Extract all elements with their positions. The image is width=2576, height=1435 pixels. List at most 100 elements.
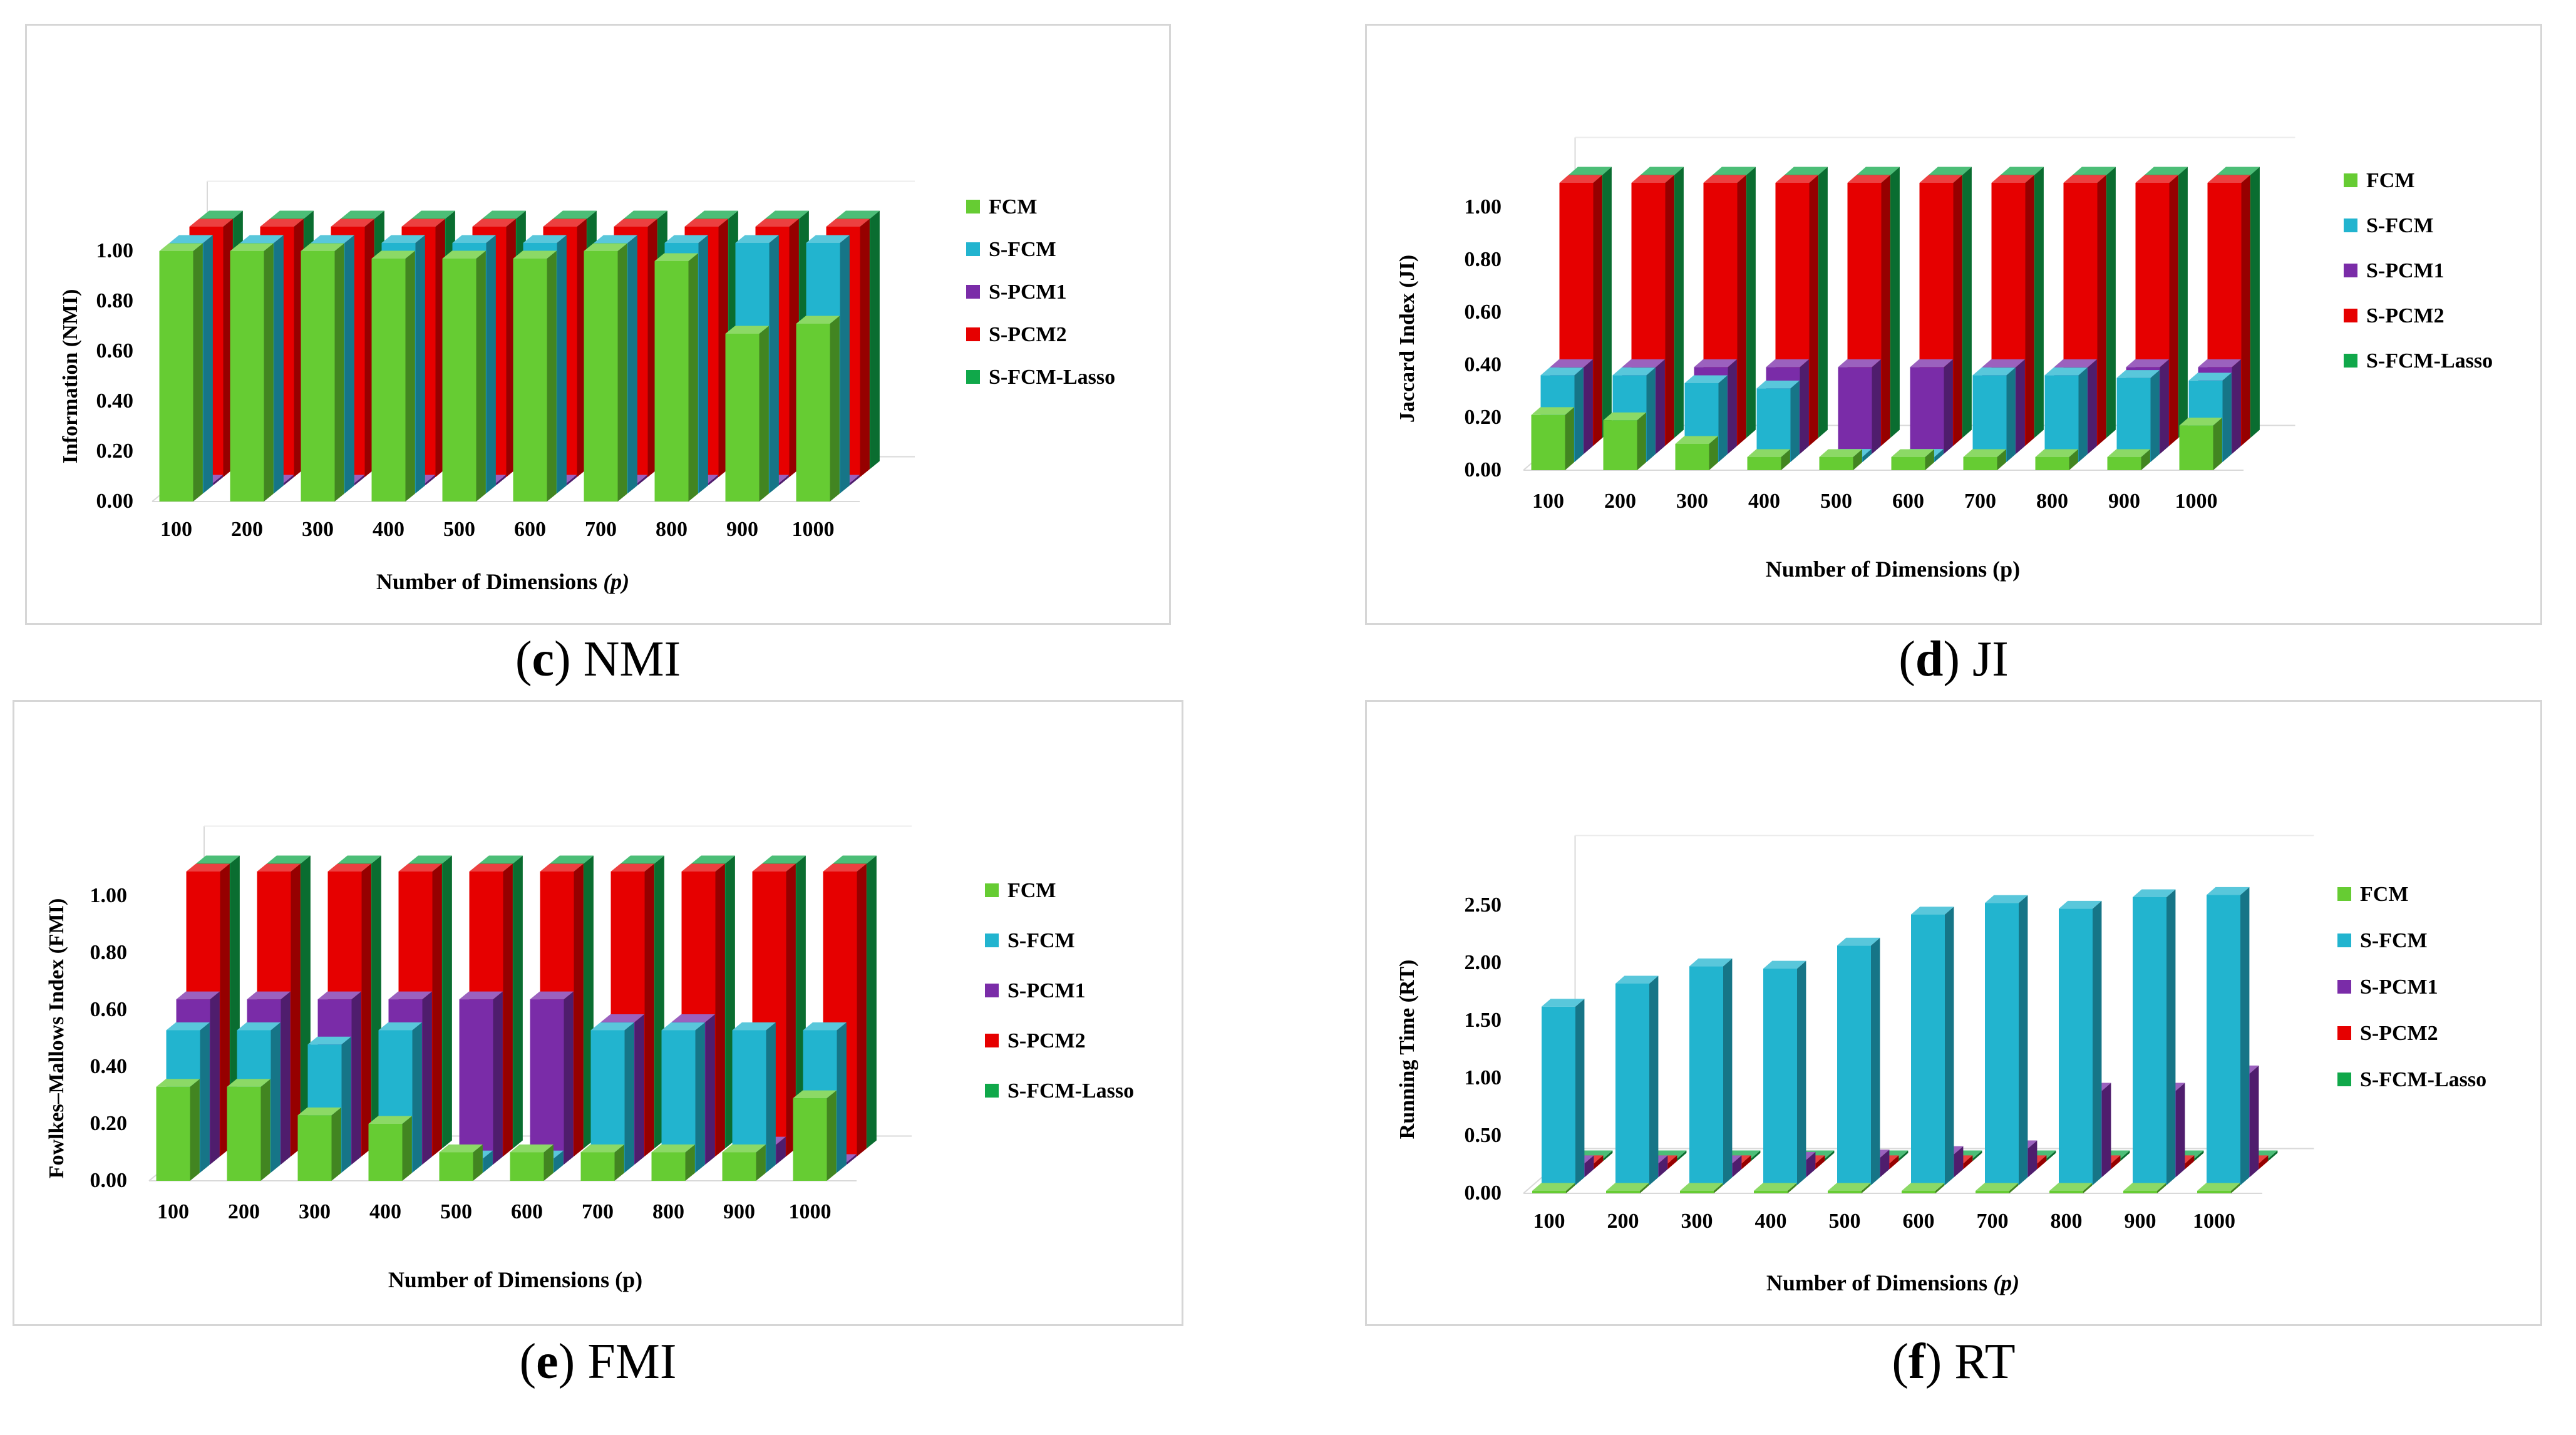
x-axis-title: Number of Dimensions (p) [388, 1267, 642, 1292]
bar-fcm-100 [159, 243, 203, 501]
x-tick-label: 600 [1903, 1210, 1935, 1233]
bar-fcm-100 [1531, 407, 1574, 470]
legend-swatch [2337, 980, 2351, 994]
legend-label-s-pcm2: S-PCM2 [989, 323, 1067, 346]
legend-label-s-fcm: S-FCM [1007, 929, 1075, 952]
bar-fcm-200 [1603, 412, 1646, 470]
legend-swatch [2344, 219, 2357, 232]
x-tick-label: 800 [656, 518, 688, 541]
bar-s-fcm-900 [2116, 370, 2160, 462]
x-tick-label: 900 [2108, 490, 2140, 513]
bar-fcm-700 [1976, 1183, 2019, 1193]
bar-fcm-700 [584, 243, 627, 501]
x-tick-label: 800 [2036, 490, 2068, 513]
bar-fcm-600 [1891, 449, 1934, 470]
y-tick-label: 0.00 [1465, 458, 1502, 481]
y-tick-label: 2.50 [1465, 893, 1502, 917]
y-tick-label: 0.50 [1465, 1124, 1502, 1147]
bar-s-fcm-700 [1972, 367, 2016, 462]
y-tick-label: 0.80 [1465, 248, 1502, 271]
bar-s-pcm1-500 [459, 991, 503, 1165]
bar-s-pcm1-600 [1910, 359, 1953, 454]
x-tick-label: 500 [1820, 490, 1852, 513]
y-tick-label: 0.60 [1465, 301, 1502, 324]
y-axis-title: Jaccard Index (JI) [1396, 255, 1419, 423]
bar-s-fcm-1000 [2207, 887, 2250, 1185]
bar-fcm-400 [371, 250, 415, 501]
x-tick-label: 200 [231, 518, 263, 541]
bar-s-pcm1-500 [1838, 359, 1881, 454]
bar-s-fcm-500 [1837, 937, 1880, 1185]
bar-s-fcm-900 [2133, 889, 2176, 1185]
legend-swatch [985, 1084, 999, 1098]
x-tick-label: 900 [723, 1200, 755, 1223]
x-tick-label: 600 [514, 518, 546, 541]
legend-label-fcm: FCM [2366, 169, 2414, 192]
bar-s-fcm-800 [2059, 900, 2102, 1185]
legend-swatch [985, 1034, 999, 1047]
chart-panel-fmi: 0.00 0.20 0.40 0.60 0.80 1.00 Fowlkes–Mallows … [13, 700, 1183, 1326]
bar-fcm-700 [580, 1144, 624, 1181]
y-tick-label: 0.40 [90, 1055, 128, 1078]
bar-fcm-200 [227, 1079, 270, 1181]
y-tick-label: 0.00 [90, 1169, 128, 1192]
legend-label-s-pcm1: S-PCM1 [1007, 979, 1086, 1002]
bar-s-fcm-200 [1615, 975, 1659, 1185]
y-axis-title: Information (NMI) [59, 289, 82, 464]
x-tick-label: 800 [652, 1200, 684, 1223]
y-tick-label: 0.40 [96, 389, 134, 413]
bar-fcm-800 [2049, 1183, 2093, 1193]
legend-swatch [2344, 309, 2357, 322]
legend-label-fcm: FCM [989, 195, 1037, 219]
x-tick-label: 700 [1977, 1210, 2009, 1233]
bar-fcm-1000 [793, 1090, 837, 1181]
chart-panel-ji: 0.00 0.20 0.40 0.60 0.80 1.00 Jaccard Index (J… [1365, 24, 2542, 625]
x-tick-label: 1000 [789, 1200, 832, 1223]
bar-s-fcm-600 [1911, 907, 1954, 1185]
chart-nmi: 0.00 0.20 0.40 0.60 0.80 1.00 Information (NMI… [59, 180, 1115, 594]
x-tick-label: 500 [1829, 1210, 1861, 1233]
bar-fcm-500 [439, 1144, 483, 1181]
bar-fcm-400 [1754, 1183, 1797, 1193]
legend: FCM S-FCM S-PCM1 S-PCM2 S-FCM-Lasso [2344, 169, 2493, 373]
legend-swatch [2344, 264, 2357, 277]
legend-swatch [985, 934, 999, 947]
legend-label-s-fcm: S-FCM [2366, 214, 2434, 237]
bar-s-pcm1-600 [530, 991, 574, 1165]
x-tick-label: 700 [1964, 490, 1996, 513]
bar-fcm-900 [2123, 1183, 2166, 1193]
x-tick-label: 800 [2051, 1210, 2083, 1233]
chart-rt: 0.00 0.50 1.00 1.50 2.00 2.50 Running Time (RT… [1396, 835, 2486, 1295]
y-tick-label: 1.00 [1465, 195, 1502, 219]
y-tick-label: 0.80 [96, 289, 134, 312]
legend-label-s-pcm2: S-PCM2 [2360, 1022, 2438, 1045]
bar-s-fcm-400 [1763, 960, 1806, 1185]
bar-s-fcm-800 [2044, 367, 2088, 462]
bar-fcm-500 [442, 250, 486, 501]
caption-nmi: (c) NMI [515, 632, 681, 687]
bar-fcm-800 [2035, 449, 2078, 470]
bar-s-fcm-700 [1985, 895, 2028, 1185]
bar-fcm-200 [230, 243, 274, 501]
x-tick-label: 1000 [2193, 1210, 2235, 1233]
legend-label-s-fcm-lasso: S-FCM-Lasso [989, 366, 1115, 389]
series-s-fcm [1542, 887, 2250, 1185]
bar-fcm-600 [510, 1144, 554, 1181]
legend-label-s-fcm-lasso: S-FCM-Lasso [2366, 349, 2493, 373]
x-tick-label: 600 [1892, 490, 1924, 513]
y-tick-label: 1.00 [96, 239, 134, 262]
x-tick-label: 200 [228, 1200, 260, 1223]
legend-label-s-fcm: S-FCM [989, 238, 1056, 261]
caption-ji: (d) JI [1899, 632, 2009, 687]
x-tick-label: 500 [443, 518, 475, 541]
y-axis-title: Fowlkes–Mallows Index (FMI) [45, 898, 68, 1179]
legend-label-fcm: FCM [2360, 883, 2408, 906]
bar-fcm-500 [1828, 1183, 1871, 1193]
y-tick-label: 0.80 [90, 941, 128, 964]
legend-label-s-fcm: S-FCM [2360, 929, 2428, 952]
y-tick-label: 0.40 [1465, 353, 1502, 376]
legend-swatch [985, 984, 999, 997]
x-axis-title: Number of Dimensions (p) [376, 569, 629, 594]
chart-panel-nmi: 0.00 0.20 0.40 0.60 0.80 1.00 Information (NMI… [25, 24, 1171, 625]
x-tick-label: 900 [726, 518, 758, 541]
